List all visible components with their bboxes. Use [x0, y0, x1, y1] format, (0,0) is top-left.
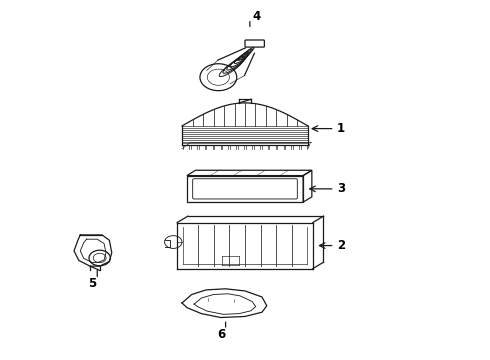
Text: 4: 4 [252, 10, 261, 23]
Text: 6: 6 [218, 328, 226, 341]
Text: 3: 3 [337, 183, 345, 195]
Text: 1: 1 [337, 122, 345, 135]
Text: 5: 5 [88, 277, 97, 291]
Text: 2: 2 [337, 239, 345, 252]
